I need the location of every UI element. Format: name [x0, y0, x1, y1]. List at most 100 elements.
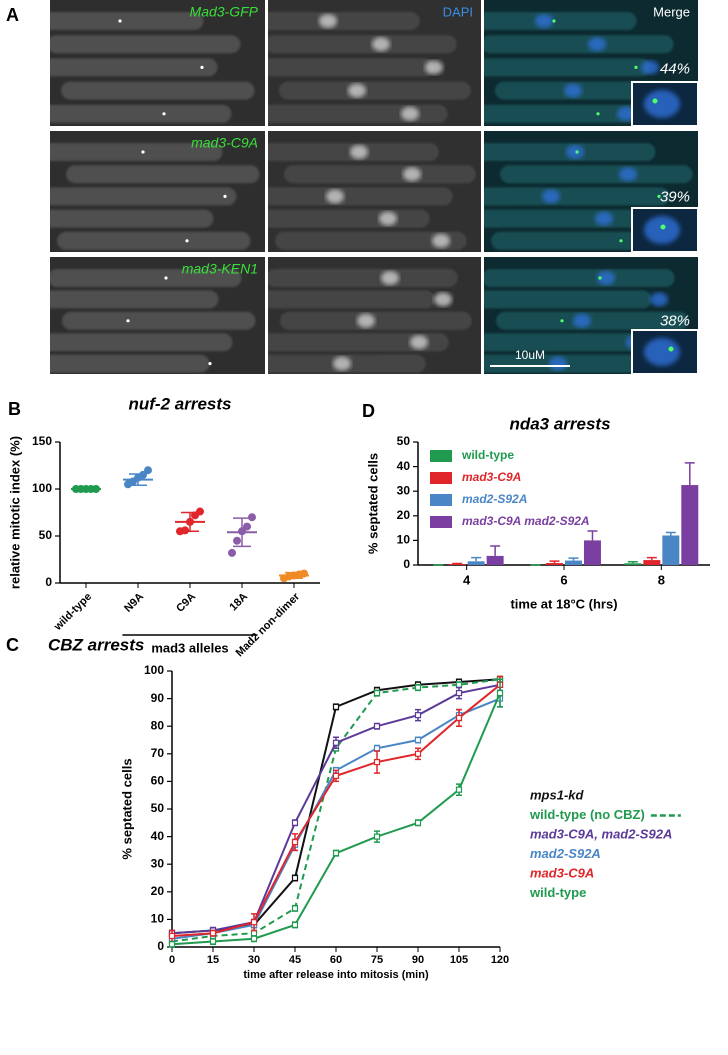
gfp-spot: [162, 112, 165, 115]
x-tick-label: 6: [560, 572, 567, 587]
cell: [482, 269, 675, 287]
marker: [293, 876, 298, 881]
bar: [662, 535, 679, 565]
nucleus: [379, 212, 397, 226]
marker: [457, 682, 462, 687]
cell: [39, 333, 233, 351]
y-tick-label: 100: [144, 663, 164, 677]
cell: [247, 143, 439, 161]
marker: [375, 760, 380, 765]
legend-label: mad3-C9A mad2-S92A: [462, 514, 590, 528]
panel-letter: A: [6, 5, 19, 25]
point: [248, 513, 256, 521]
marker: [457, 691, 462, 696]
inset-spot: [661, 225, 666, 230]
marker: [457, 715, 462, 720]
y-axis-label: % septated cells: [119, 758, 134, 859]
cell: [284, 165, 476, 183]
cell: [25, 290, 219, 308]
nucleus: [372, 37, 390, 51]
gfp-spot: [141, 150, 144, 153]
cell: [463, 143, 656, 161]
marker: [334, 851, 339, 856]
legend-swatch: [430, 472, 452, 484]
legend-swatch: [430, 450, 452, 462]
nucleus: [326, 189, 344, 203]
gfp-spot: [598, 276, 601, 279]
cell: [38, 105, 232, 123]
micrograph: [238, 131, 481, 252]
gfp-spot: [164, 276, 167, 279]
x-tick-label: 105: [450, 954, 468, 966]
gfp-spot: [596, 112, 599, 115]
gfp-spot: [126, 319, 129, 322]
legend-swatch: [430, 516, 452, 528]
marker: [375, 691, 380, 696]
nucleus: [357, 314, 375, 328]
bar: [643, 560, 660, 565]
cell: [47, 35, 241, 53]
y-tick-label: 30: [397, 483, 411, 497]
error-bar: [471, 558, 481, 562]
marker: [416, 713, 421, 718]
group-label: mad3 alleles: [151, 640, 228, 655]
point: [228, 549, 236, 557]
marker: [252, 936, 257, 941]
y-tick-label: 0: [403, 557, 410, 571]
y-tick-label: 100: [32, 481, 52, 495]
scale-bar-label: 10uM: [515, 348, 545, 362]
nucleus: [566, 145, 584, 159]
bar: [681, 485, 698, 565]
percent-label: 38%: [660, 312, 690, 329]
inset-nucleus: [644, 338, 680, 366]
inset-nucleus: [644, 90, 680, 118]
x-tick-label: 15: [207, 954, 219, 966]
y-tick-label: 0: [45, 575, 52, 589]
x-tick-label: 75: [371, 954, 383, 966]
x-axis-label: time after release into mitosis (min): [243, 969, 429, 981]
error-bar: [666, 533, 676, 536]
gfp-spot: [575, 150, 578, 153]
strain-label: mad3-C9A: [191, 135, 258, 151]
marker: [252, 931, 257, 936]
cell: [280, 312, 472, 330]
series-line: [172, 693, 500, 944]
marker: [170, 933, 175, 938]
marker: [375, 834, 380, 839]
marker: [416, 820, 421, 825]
marker: [252, 920, 257, 925]
inset-spot: [669, 347, 674, 352]
x-tick-label: wild-type: [51, 591, 94, 634]
series-line: [172, 685, 500, 933]
series-line: [172, 685, 500, 936]
legend-label: wild-type (no CBZ): [529, 807, 645, 822]
cell: [57, 232, 251, 250]
point: [243, 523, 251, 531]
y-tick-label: 50: [151, 801, 165, 815]
nucleus: [350, 145, 368, 159]
x-tick-label: 30: [248, 954, 260, 966]
gfp-spot: [185, 239, 188, 242]
y-tick-label: 50: [39, 528, 53, 542]
marker: [498, 691, 503, 696]
legend-label: mad3-C9A: [530, 865, 594, 880]
nucleus: [348, 84, 366, 98]
gfp-spot: [200, 66, 203, 69]
marker: [170, 942, 175, 947]
error-bar: [550, 561, 560, 563]
series-line: [172, 679, 500, 933]
error-bar: [568, 558, 578, 560]
gfp-spot: [223, 195, 226, 198]
cell: [279, 82, 471, 100]
nucleus: [333, 357, 351, 371]
nucleus: [619, 167, 637, 181]
cell: [477, 187, 670, 205]
percent-label: 39%: [660, 189, 690, 206]
channel-label: Merge: [653, 4, 690, 19]
y-tick-label: 40: [397, 459, 411, 473]
inset-spot: [653, 99, 658, 104]
nucleus: [425, 60, 443, 74]
gfp-spot: [118, 19, 121, 22]
marker: [375, 724, 380, 729]
marker: [457, 787, 462, 792]
